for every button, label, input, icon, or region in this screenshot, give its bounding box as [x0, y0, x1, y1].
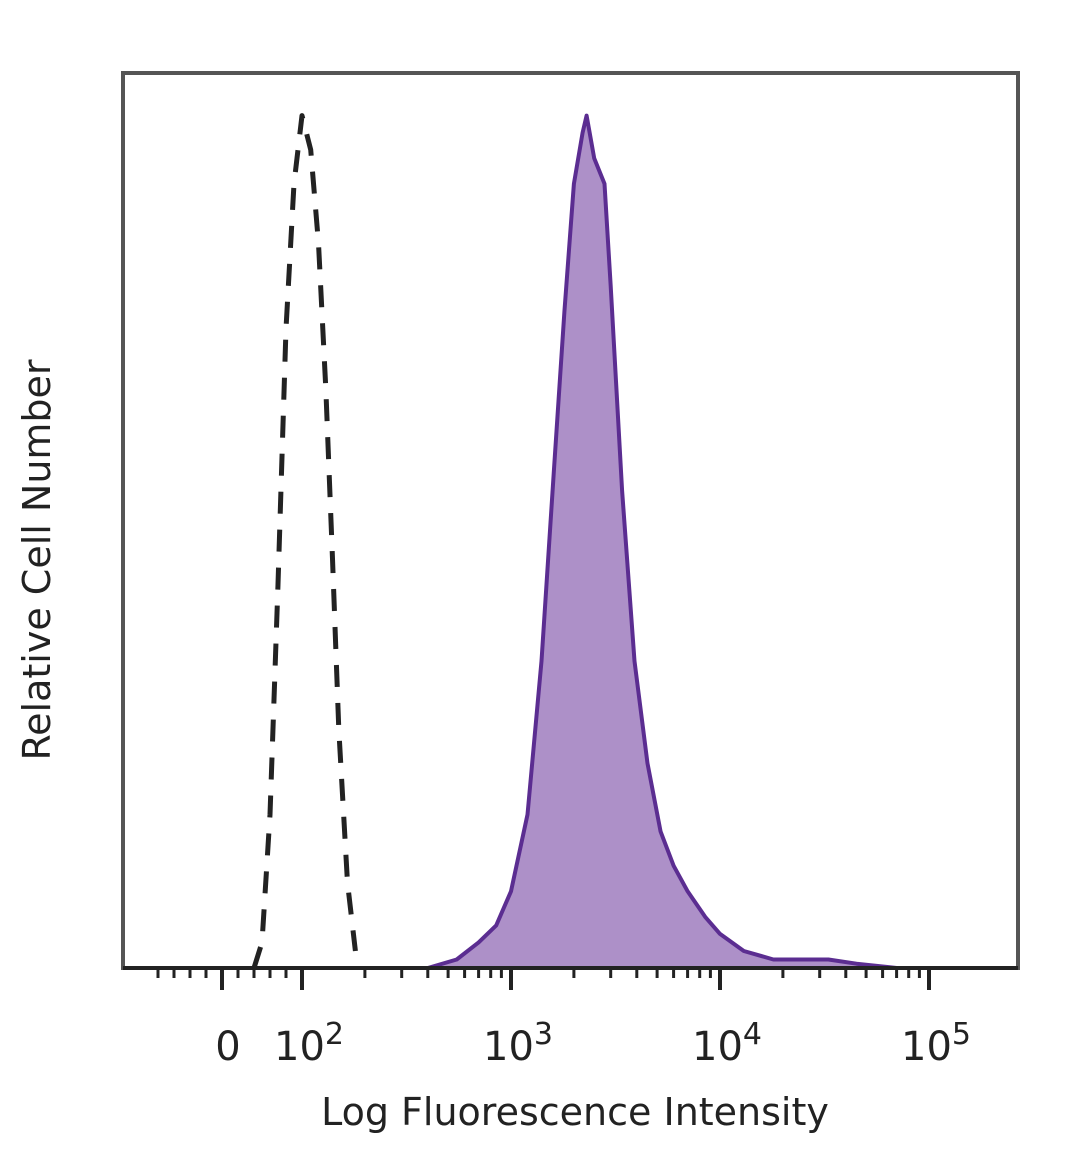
x-tick-label-exponent: 5 [952, 1017, 971, 1052]
series-1-area [364, 115, 946, 969]
x-tick-label: 103 [483, 1017, 553, 1070]
x-tick-label-exponent: 4 [743, 1017, 762, 1052]
x-axis-title: Log Fluorescence Intensity [321, 1090, 829, 1134]
x-tick-label-base: 10 [274, 1024, 325, 1070]
y-axis-title: Relative Cell Number [15, 359, 59, 760]
x-tick-label-base: 10 [901, 1024, 952, 1070]
series-1-line [364, 113, 946, 970]
x-tick-label: 105 [901, 1017, 971, 1070]
x-tick-label: 0 [215, 1024, 240, 1070]
x-tick-label-exponent: 3 [534, 1017, 553, 1052]
x-tick-label-base: 0 [215, 1024, 240, 1070]
x-tick-layer: 0 102 103 104 105 [156, 968, 971, 1070]
series-0-line [251, 113, 358, 969]
series-layer [251, 113, 946, 970]
x-tick-label: 104 [692, 1017, 762, 1070]
x-tick-label-base: 10 [692, 1024, 743, 1070]
x-tick-label-exponent: 2 [325, 1017, 344, 1052]
x-tick-label-base: 10 [483, 1024, 534, 1070]
x-tick-label: 102 [274, 1017, 344, 1070]
